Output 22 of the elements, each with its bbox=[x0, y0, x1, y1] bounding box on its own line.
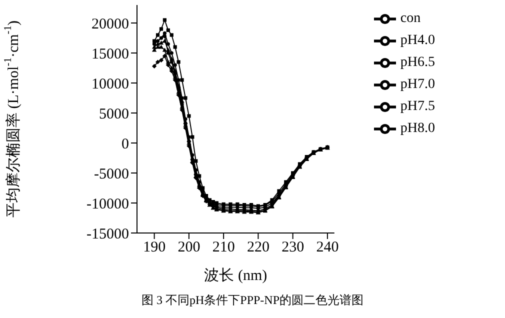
y-tick-label: 20000 bbox=[92, 16, 129, 32]
legend-label: pH4.0 bbox=[400, 33, 435, 48]
y-tick-label: 0 bbox=[122, 136, 129, 152]
legend-label: pH7.5 bbox=[400, 99, 435, 114]
caption: 图 3 不同pH条件下PPP-NP的圆二色光谱图 bbox=[140, 292, 365, 309]
y-tick-label: -10000 bbox=[86, 196, 129, 212]
x-tick-label: 220 bbox=[246, 240, 270, 256]
legend-label: pH6.5 bbox=[400, 55, 435, 70]
legend-label: pH8.0 bbox=[400, 121, 435, 136]
legend-label: con bbox=[400, 11, 421, 26]
y-tick-label: -15000 bbox=[86, 226, 129, 242]
x-tick-label: 210 bbox=[212, 240, 235, 256]
y-tick-label: 5000 bbox=[99, 106, 129, 122]
y-tick-label: 15000 bbox=[92, 46, 129, 62]
y-tick-label: 10000 bbox=[92, 76, 129, 92]
y-tick-label: -5000 bbox=[94, 166, 129, 182]
x-tick-label: 230 bbox=[282, 240, 304, 256]
legend-label: pH7.0 bbox=[400, 77, 435, 92]
x-axis-title: 波长 (nm) bbox=[204, 267, 268, 284]
x-tick-label: 240 bbox=[316, 240, 339, 256]
x-tick-label: 200 bbox=[178, 240, 200, 256]
x-tick-label: 190 bbox=[143, 240, 166, 256]
